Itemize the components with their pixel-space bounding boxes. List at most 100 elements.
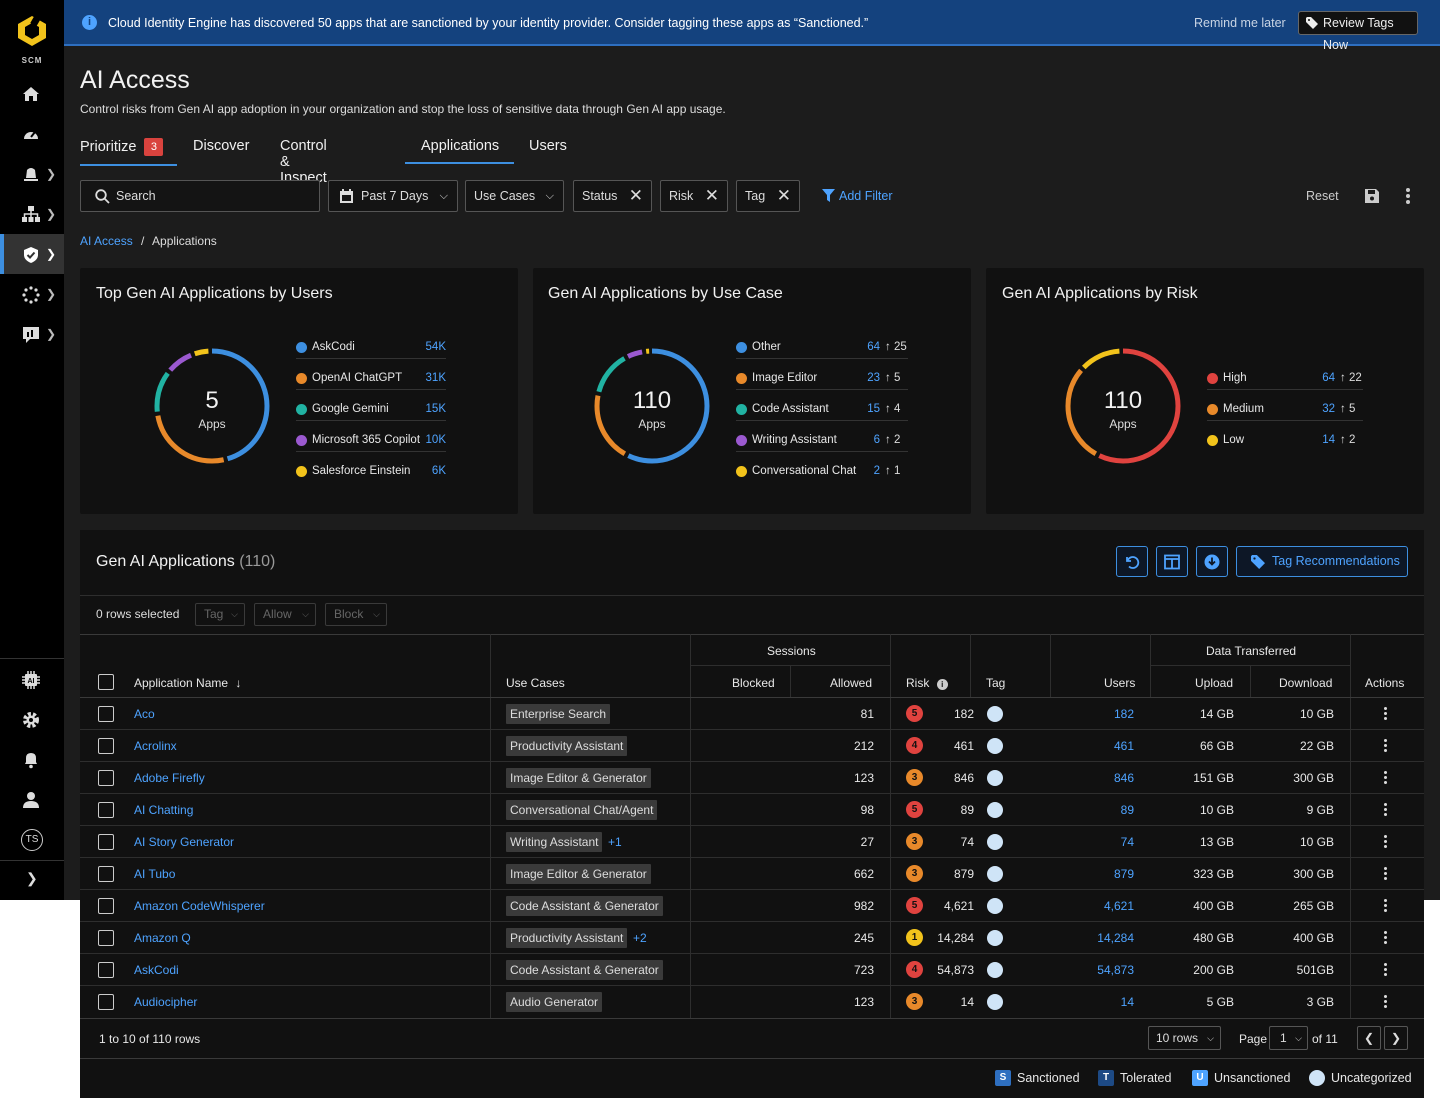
legend-value[interactable]: 14 (1322, 434, 1335, 446)
column-header-risk[interactable]: Risk i (906, 676, 948, 690)
close-icon[interactable]: ✕ (704, 186, 719, 205)
uncategorized-tag-icon[interactable] (987, 770, 1003, 786)
nav-ai[interactable]: AI (0, 659, 64, 699)
app-name-link[interactable]: Amazon Q (134, 931, 191, 945)
breadcrumb-root[interactable]: AI Access (80, 234, 133, 248)
add-filter-button[interactable]: Add Filter (822, 189, 893, 203)
legend-value[interactable]: 23 (867, 372, 880, 384)
row-checkbox[interactable] (98, 738, 114, 754)
users-count-link[interactable]: 14,284 (1097, 931, 1134, 945)
close-icon[interactable]: ✕ (628, 186, 643, 205)
bulk-block-dropdown[interactable]: Block ⌵ (325, 603, 387, 626)
legend-value[interactable]: 31K (425, 372, 446, 384)
users-count-link[interactable]: 74 (1120, 835, 1134, 849)
app-name-link[interactable]: Adobe Firefly (134, 771, 205, 785)
tag-recommendations-button[interactable]: Tag Recommendations (1236, 546, 1408, 577)
app-name-link[interactable]: Audiocipher (134, 995, 198, 1009)
info-icon[interactable]: i (936, 679, 948, 690)
column-header-name[interactable]: Application Name ↓ (134, 676, 241, 690)
tab-discover[interactable]: Discover (193, 138, 250, 154)
legend-item[interactable]: Code Assistant 15 ↑ 4 (736, 400, 1036, 421)
review-tags-button[interactable]: Review Tags Now (1298, 11, 1418, 52)
nav-reports[interactable]: ❯ (0, 314, 64, 354)
row-checkbox[interactable] (98, 898, 114, 914)
legend-item[interactable]: Salesforce Einstein 6K (296, 462, 596, 482)
legend-item[interactable]: Conversational Chat 2 ↑ 1 (736, 462, 1036, 482)
donut-segment-other[interactable] (594, 348, 710, 464)
legend-value[interactable]: 10K (425, 434, 446, 446)
legend-value[interactable]: 15K (425, 403, 446, 415)
legend-item[interactable]: OpenAI ChatGPT 31K (296, 369, 596, 390)
row-actions-icon[interactable] (1384, 771, 1388, 785)
legend-item[interactable]: Other 64 ↑ 25 (736, 338, 1036, 359)
table-row[interactable]: Acrolinx Productivity Assistant 212 461 4 461… (80, 730, 1424, 762)
legend-item[interactable]: High 64 ↑ 22 (1207, 369, 1440, 390)
avatar[interactable]: TS (21, 829, 43, 851)
donut-segment-google-gemini[interactable] (154, 348, 270, 464)
users-count-link[interactable]: 182 (1113, 707, 1134, 721)
nav-activity[interactable]: ❯ (0, 274, 64, 314)
app-name-link[interactable]: Acrolinx (134, 739, 177, 753)
date-filter[interactable]: Past 7 Days ⌵ (328, 180, 458, 212)
uncategorized-tag-icon[interactable] (987, 834, 1003, 850)
remind-later-button[interactable]: Remind me later (1194, 16, 1286, 30)
legend-item[interactable]: AskCodi 54K (296, 338, 596, 359)
users-count-link[interactable]: 54,873 (1097, 963, 1134, 977)
legend-value[interactable]: 2 (873, 465, 880, 477)
users-count-link[interactable]: 89 (1120, 803, 1134, 817)
status-filter[interactable]: Status ✕ (573, 180, 652, 212)
table-row[interactable]: Amazon CodeWhisperer Code Assistant & Gen… (80, 890, 1424, 922)
nav-security[interactable]: ❯ (0, 234, 64, 274)
uncategorized-tag-icon[interactable] (987, 962, 1003, 978)
row-actions-icon[interactable] (1384, 931, 1388, 945)
row-checkbox[interactable] (98, 770, 114, 786)
bulk-tag-dropdown[interactable]: Tag ⌵ (195, 603, 245, 626)
users-count-link[interactable]: 846 (1113, 771, 1134, 785)
app-name-link[interactable]: AI Story Generator (134, 835, 235, 849)
save-icon[interactable] (1365, 189, 1379, 203)
bulk-allow-dropdown[interactable]: Allow ⌵ (254, 603, 316, 626)
row-actions-icon[interactable] (1384, 739, 1388, 753)
table-row[interactable]: AI Story Generator Writing Assistant +1 27 7… (80, 826, 1424, 858)
row-checkbox[interactable] (98, 962, 114, 978)
next-page-button[interactable]: ❯ (1384, 1026, 1408, 1050)
legend-value[interactable]: 64 (867, 341, 880, 353)
donut-segment-image-editor[interactable] (594, 348, 710, 464)
row-checkbox[interactable] (98, 802, 114, 818)
uncategorized-tag-icon[interactable] (987, 898, 1003, 914)
donut-segment-openai-chatgpt[interactable] (154, 348, 270, 464)
app-name-link[interactable]: Aco (134, 707, 155, 721)
donut-segment-high[interactable] (1065, 348, 1181, 464)
row-actions-icon[interactable] (1384, 899, 1388, 913)
tag-filter[interactable]: Tag ✕ (736, 180, 800, 212)
more-options-icon[interactable] (1406, 188, 1410, 204)
nav-profile[interactable] (0, 779, 64, 819)
row-actions-icon[interactable] (1384, 867, 1388, 881)
row-checkbox[interactable] (98, 706, 114, 722)
uncategorized-tag-icon[interactable] (987, 930, 1003, 946)
legend-value[interactable]: 32 (1322, 403, 1335, 415)
app-name-link[interactable]: AskCodi (134, 963, 179, 977)
legend-item[interactable]: Microsoft 365 Copilot 10K (296, 431, 596, 452)
column-header-use-cases[interactable]: Use Cases (506, 676, 565, 690)
reset-button[interactable]: Reset (1306, 189, 1339, 203)
legend-item[interactable]: Image Editor 23 ↑ 5 (736, 369, 1036, 390)
legend-value[interactable]: 54K (425, 341, 446, 353)
column-header-upload[interactable]: Upload (1195, 676, 1234, 690)
columns-button[interactable] (1156, 546, 1188, 577)
tab-prioritize[interactable]: Prioritize 3 (80, 138, 177, 164)
search-input[interactable]: Search (80, 180, 320, 212)
uncategorized-tag-icon[interactable] (987, 706, 1003, 722)
refresh-button[interactable] (1116, 546, 1148, 577)
legend-item[interactable]: Writing Assistant 6 ↑ 2 (736, 431, 1036, 452)
legend-value[interactable]: 15 (867, 403, 880, 415)
legend-value[interactable]: 64 (1322, 372, 1335, 384)
more-use-cases-link[interactable]: +2 (633, 931, 647, 945)
tab-control-inspect[interactable]: Control & Inspect (280, 138, 327, 186)
row-actions-icon[interactable] (1384, 803, 1388, 817)
prev-page-button[interactable]: ❮ (1357, 1026, 1381, 1050)
nav-home[interactable] (0, 74, 64, 114)
row-checkbox[interactable] (98, 866, 114, 882)
column-header-tag[interactable]: Tag (986, 676, 1006, 690)
uncategorized-tag-icon[interactable] (987, 994, 1003, 1010)
